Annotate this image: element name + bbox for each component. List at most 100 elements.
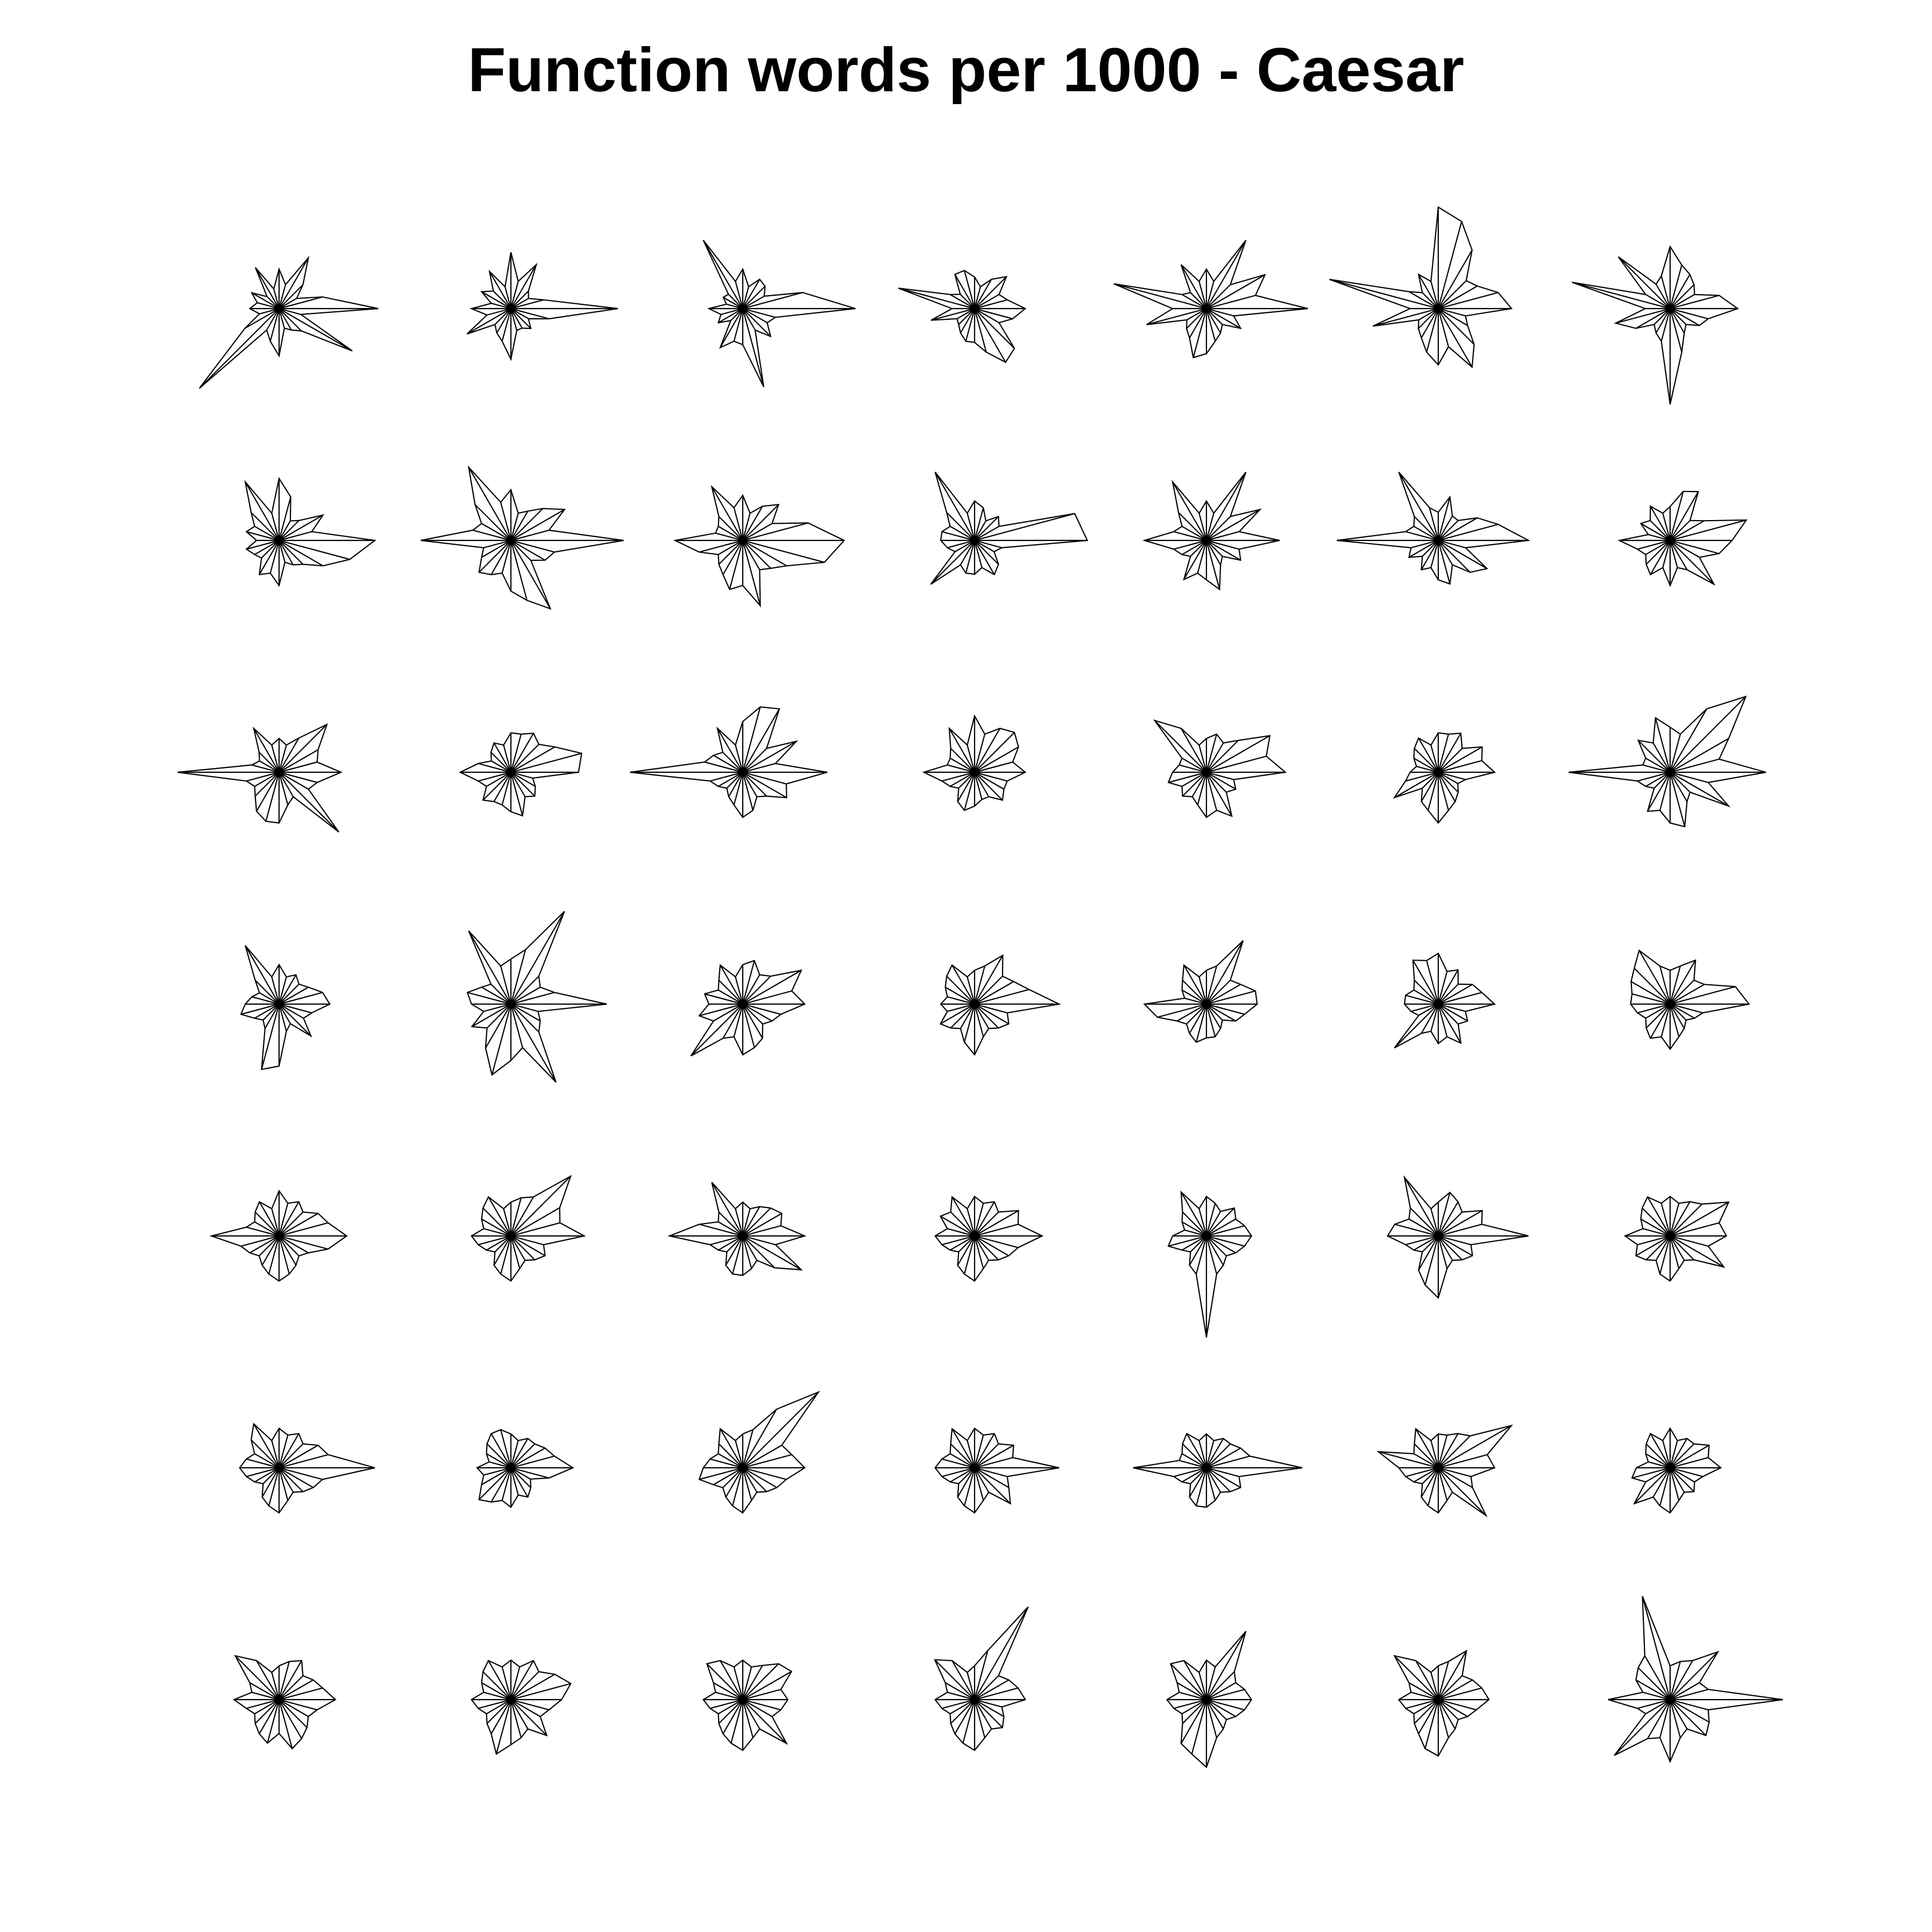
star-ray (510, 1699, 529, 1730)
star-ray (510, 539, 555, 553)
star-ray (1206, 984, 1241, 1005)
star-ray (1205, 1235, 1218, 1275)
star-ray (1206, 940, 1244, 1005)
star-ray (954, 1699, 975, 1735)
star-ray (722, 540, 743, 575)
star-ray (488, 1660, 511, 1700)
star-ray (500, 965, 512, 1005)
star-ray (1669, 965, 1681, 1005)
star-ray (1438, 286, 1478, 309)
star-ray (974, 1004, 984, 1037)
star-ray (278, 1203, 289, 1236)
star-ray (1405, 1467, 1439, 1477)
star-ray (481, 1682, 511, 1700)
star-ray (742, 522, 808, 541)
star-ray (1146, 308, 1207, 325)
star-ray (1438, 1687, 1482, 1701)
star-glyph (702, 240, 856, 387)
star-ray (501, 540, 512, 574)
star-ray (252, 1692, 280, 1701)
star-ray (279, 298, 297, 309)
star-ray (742, 1467, 767, 1492)
star-ray (1438, 1467, 1453, 1493)
star-ray (742, 708, 780, 773)
star-ray (1206, 772, 1227, 793)
star-ray (1614, 1699, 1671, 1756)
star-ray (484, 539, 511, 548)
star-ray (1114, 283, 1207, 310)
star-ray (1430, 1209, 1439, 1236)
star-outline (673, 485, 845, 608)
star-ray (1421, 1467, 1439, 1498)
star-ray (1670, 979, 1695, 1005)
star-ray (1394, 1004, 1439, 1049)
star-glyph (239, 1422, 375, 1514)
star-ray (1413, 989, 1439, 1005)
star-ray (963, 1004, 976, 1043)
star-ray (279, 1675, 304, 1700)
star-ray (974, 1699, 1005, 1717)
star-ray (259, 1699, 280, 1735)
star-ray (713, 755, 743, 773)
star-ray (1645, 294, 1671, 309)
star-glyph (1630, 949, 1750, 1050)
star-ray (974, 732, 1015, 773)
star-ray (1182, 1443, 1207, 1468)
star-ray (279, 521, 291, 541)
star-ray (268, 1467, 280, 1506)
star-ray (713, 1004, 743, 1022)
star-ray (254, 1467, 280, 1483)
star-ray (1182, 979, 1207, 1005)
star-ray (1206, 308, 1221, 334)
star-outline (239, 1422, 375, 1514)
star-ray (1438, 1675, 1463, 1700)
star-ray (486, 1004, 511, 1029)
star-outline (466, 252, 618, 361)
star-ray (279, 1004, 291, 1024)
star-ray (1670, 308, 1700, 326)
star-ray (1669, 491, 1684, 541)
star-ray (510, 771, 533, 779)
star-ray (1427, 1467, 1439, 1506)
star-ray (474, 504, 511, 541)
star-glyph (420, 465, 624, 610)
star-ray (279, 1679, 314, 1700)
star-ray (1186, 308, 1207, 329)
star-ray (1206, 1455, 1250, 1469)
star-ray (510, 1666, 521, 1700)
star-ray (271, 1209, 280, 1236)
star-ray (1413, 1235, 1439, 1251)
star-ray (1637, 539, 1671, 550)
star-ray (1438, 292, 1498, 310)
star-outline (1376, 1424, 1513, 1518)
star-ray (962, 1699, 976, 1744)
star-glyph (1329, 206, 1513, 369)
star-ray (261, 540, 280, 559)
star-ray (1637, 1003, 1671, 1014)
star-ray (1670, 1203, 1703, 1236)
star-ray (974, 308, 987, 353)
star-ray (252, 996, 280, 1005)
star-ray (974, 1699, 1003, 1728)
star-outline (1630, 949, 1750, 1050)
star-ray (742, 292, 803, 310)
star-ray (1206, 531, 1240, 541)
star-ray (1659, 1467, 1671, 1506)
star-ray (256, 772, 280, 812)
star-ray (510, 308, 517, 331)
star-ray (510, 1467, 550, 1479)
star-ray (1635, 1235, 1671, 1256)
star-ray (1195, 1467, 1208, 1506)
star-ray (1206, 740, 1239, 773)
star-ray (948, 728, 975, 773)
star-ray (510, 772, 526, 797)
star-ray (1438, 1201, 1459, 1236)
star-ray (489, 271, 511, 309)
star-ray (1438, 520, 1459, 541)
star-ray (510, 734, 522, 773)
star-ray (1181, 1221, 1207, 1236)
star-ray (253, 1423, 280, 1468)
star-ray (1198, 977, 1208, 1005)
star-ray (742, 308, 765, 387)
star-ray (1195, 1004, 1208, 1043)
